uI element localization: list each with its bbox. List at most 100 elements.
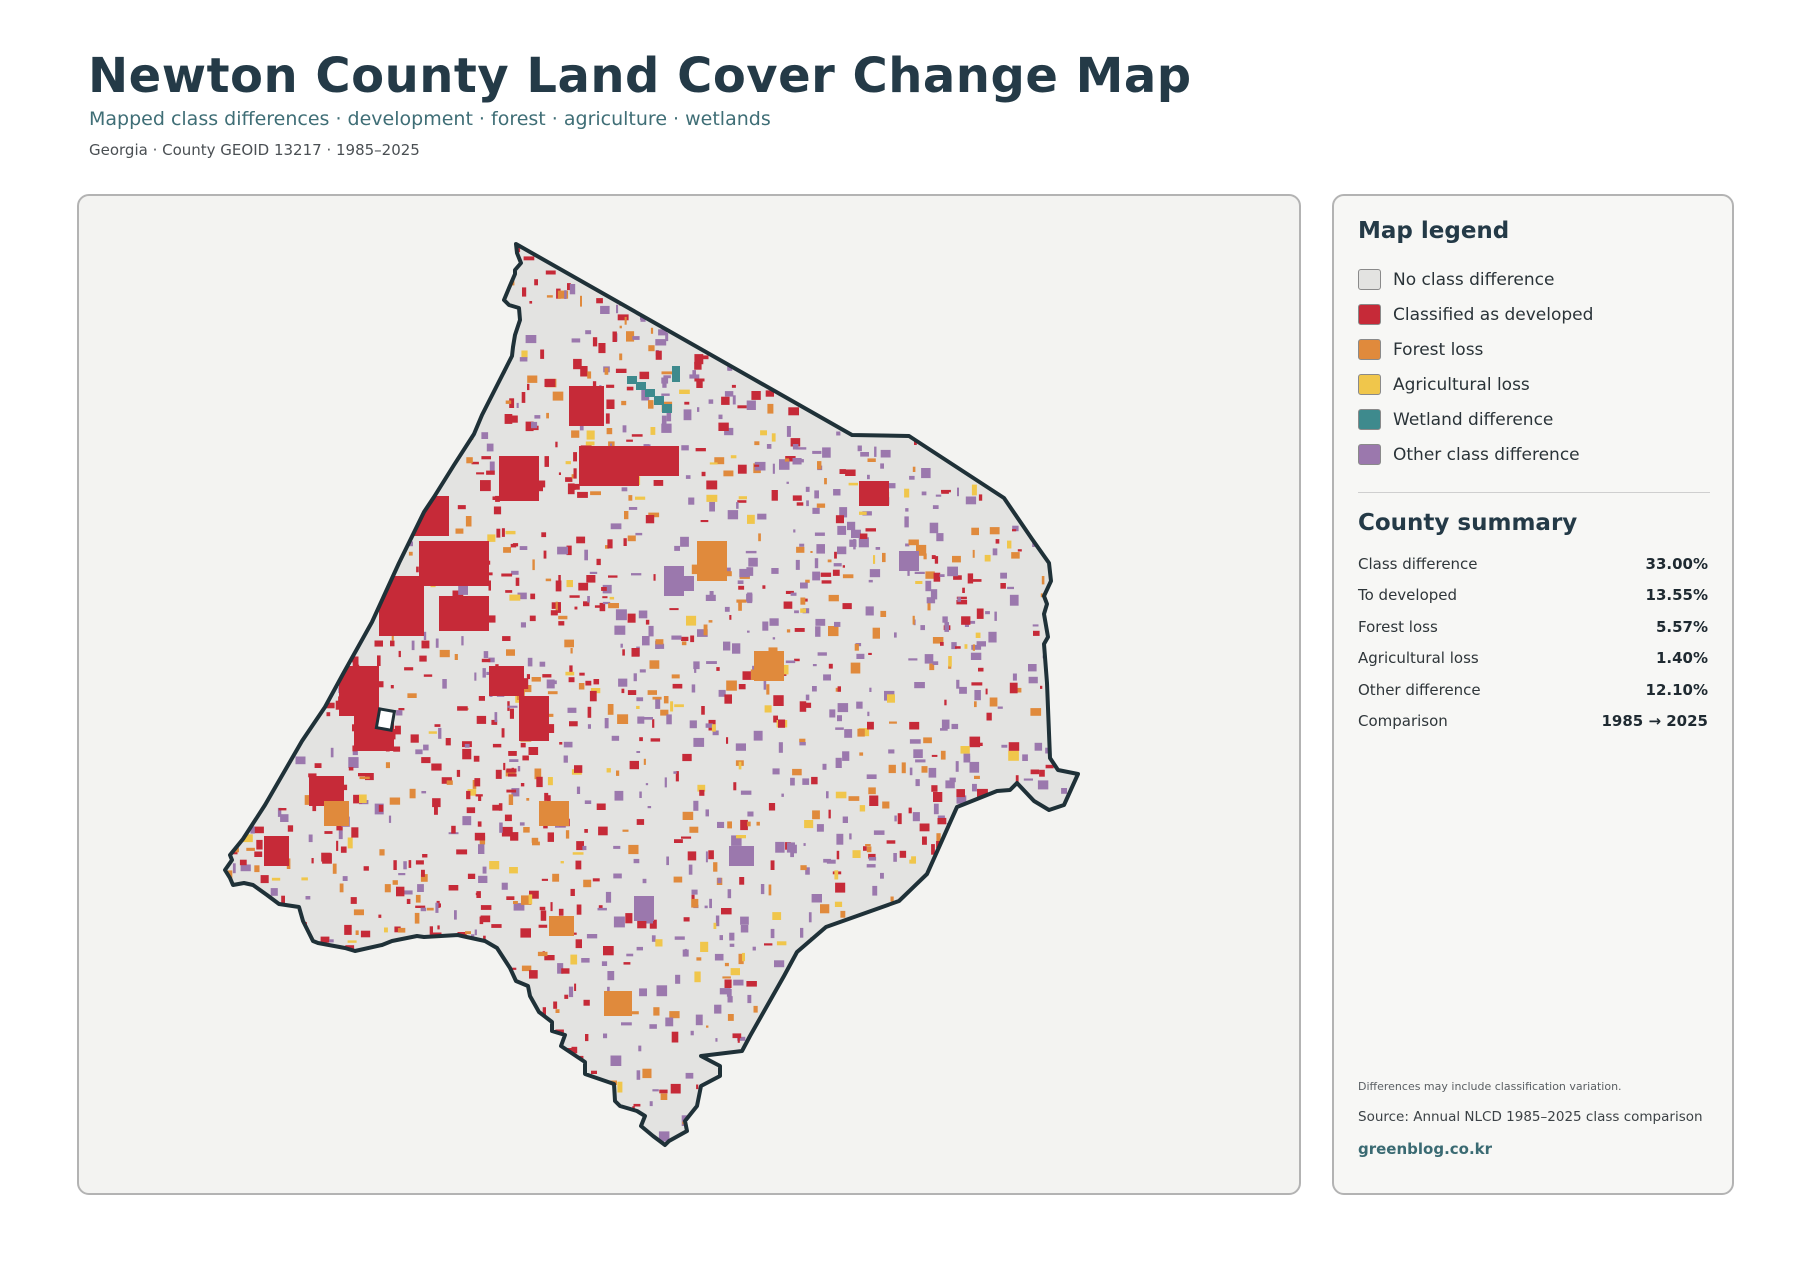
change-patch	[1039, 769, 1045, 777]
change-patch	[281, 933, 290, 939]
change-patch	[705, 723, 713, 728]
change-patch	[964, 276, 971, 288]
change-patch	[564, 1126, 569, 1132]
change-patch	[1038, 382, 1048, 390]
change-patch	[827, 559, 832, 563]
change-patch	[283, 634, 287, 640]
change-patch	[1068, 341, 1071, 352]
change-patch	[764, 705, 772, 713]
change-patch	[647, 266, 656, 278]
change-patch	[867, 474, 870, 480]
change-patch	[639, 669, 646, 673]
change-patch	[287, 825, 294, 832]
change-patch	[330, 747, 334, 758]
change-patch	[1048, 410, 1053, 418]
change-patch	[273, 642, 285, 645]
summary-row: To developed 13.55%	[1358, 580, 1708, 612]
change-patch	[456, 769, 461, 777]
change-patch	[482, 384, 488, 389]
change-patch	[869, 795, 879, 806]
change-patch	[525, 421, 534, 432]
change-patch	[675, 974, 681, 984]
change-patch	[284, 1053, 294, 1060]
change-patch	[225, 544, 233, 548]
change-patch	[842, 603, 852, 610]
change-patch	[523, 827, 530, 833]
change-patch	[1066, 250, 1078, 254]
change-patch	[580, 295, 582, 307]
change-patch	[373, 1092, 378, 1100]
change-patch	[1052, 1140, 1062, 1145]
change-patch	[1007, 586, 1014, 590]
change-patch	[835, 882, 846, 893]
change-patch	[843, 991, 850, 999]
change-patch	[458, 584, 468, 595]
change-patch	[1007, 540, 1012, 549]
change-patch	[800, 927, 804, 938]
change-patch	[1049, 1048, 1052, 1052]
change-patch	[846, 383, 854, 386]
change-patch	[570, 648, 573, 654]
change-patch	[545, 713, 554, 717]
change-patch	[254, 1088, 257, 1094]
change-patch	[621, 400, 627, 406]
county-map[interactable]	[79, 196, 1301, 1195]
change-patch	[255, 1085, 263, 1093]
change-patch	[357, 423, 361, 428]
change-patch	[1028, 664, 1037, 672]
change-patch	[235, 1139, 242, 1145]
change-patch	[694, 971, 701, 983]
change-patch	[938, 410, 948, 419]
change-patch	[376, 561, 384, 572]
change-patch	[870, 1092, 882, 1100]
change-patch	[733, 979, 744, 986]
change-patch	[859, 511, 867, 515]
change-patch	[746, 400, 756, 410]
change-patch	[923, 881, 929, 891]
change-patch	[239, 302, 250, 308]
change-patch	[340, 437, 352, 444]
change-patch	[1028, 676, 1038, 684]
change-patch	[272, 282, 282, 287]
change-patch	[251, 705, 260, 713]
change-patch	[789, 1026, 797, 1030]
change-patch	[953, 244, 956, 247]
change-patch	[452, 300, 463, 306]
change-patch	[449, 954, 452, 966]
change-patch	[763, 679, 767, 690]
change-patch	[1055, 929, 1063, 936]
credit-link[interactable]: greenblog.co.kr	[1358, 1140, 1493, 1158]
change-patch	[776, 1108, 779, 1119]
change-patch	[858, 537, 869, 548]
legend-title: Map legend	[1358, 218, 1510, 244]
change-patch	[330, 376, 337, 379]
change-patch	[972, 1037, 980, 1047]
summary-label: To developed	[1358, 586, 1458, 605]
change-patch	[1070, 893, 1078, 899]
change-patch	[921, 766, 928, 773]
change-patch	[628, 495, 633, 501]
change-patch	[309, 290, 314, 301]
change-patch	[642, 636, 650, 646]
change-patch	[336, 1036, 341, 1046]
change-patch	[1061, 1138, 1070, 1145]
change-patch	[985, 426, 996, 434]
change-patch	[691, 894, 695, 903]
change-patch	[953, 825, 961, 837]
change-patch	[1012, 529, 1017, 532]
change-patch	[833, 1123, 840, 1130]
change-patch	[693, 800, 699, 811]
change-patch	[247, 953, 257, 964]
map-panel[interactable]: N	[77, 194, 1301, 1195]
change-patch	[239, 1077, 246, 1087]
change-patch	[737, 464, 747, 474]
change-patch	[247, 689, 250, 694]
change-patch	[1050, 981, 1060, 985]
change-patch	[225, 667, 226, 674]
change-patch	[950, 855, 955, 862]
change-patch	[647, 806, 652, 809]
change-patch	[704, 308, 710, 318]
change-patch	[1077, 437, 1078, 441]
change-patch	[231, 275, 241, 279]
change-patch	[648, 512, 660, 518]
